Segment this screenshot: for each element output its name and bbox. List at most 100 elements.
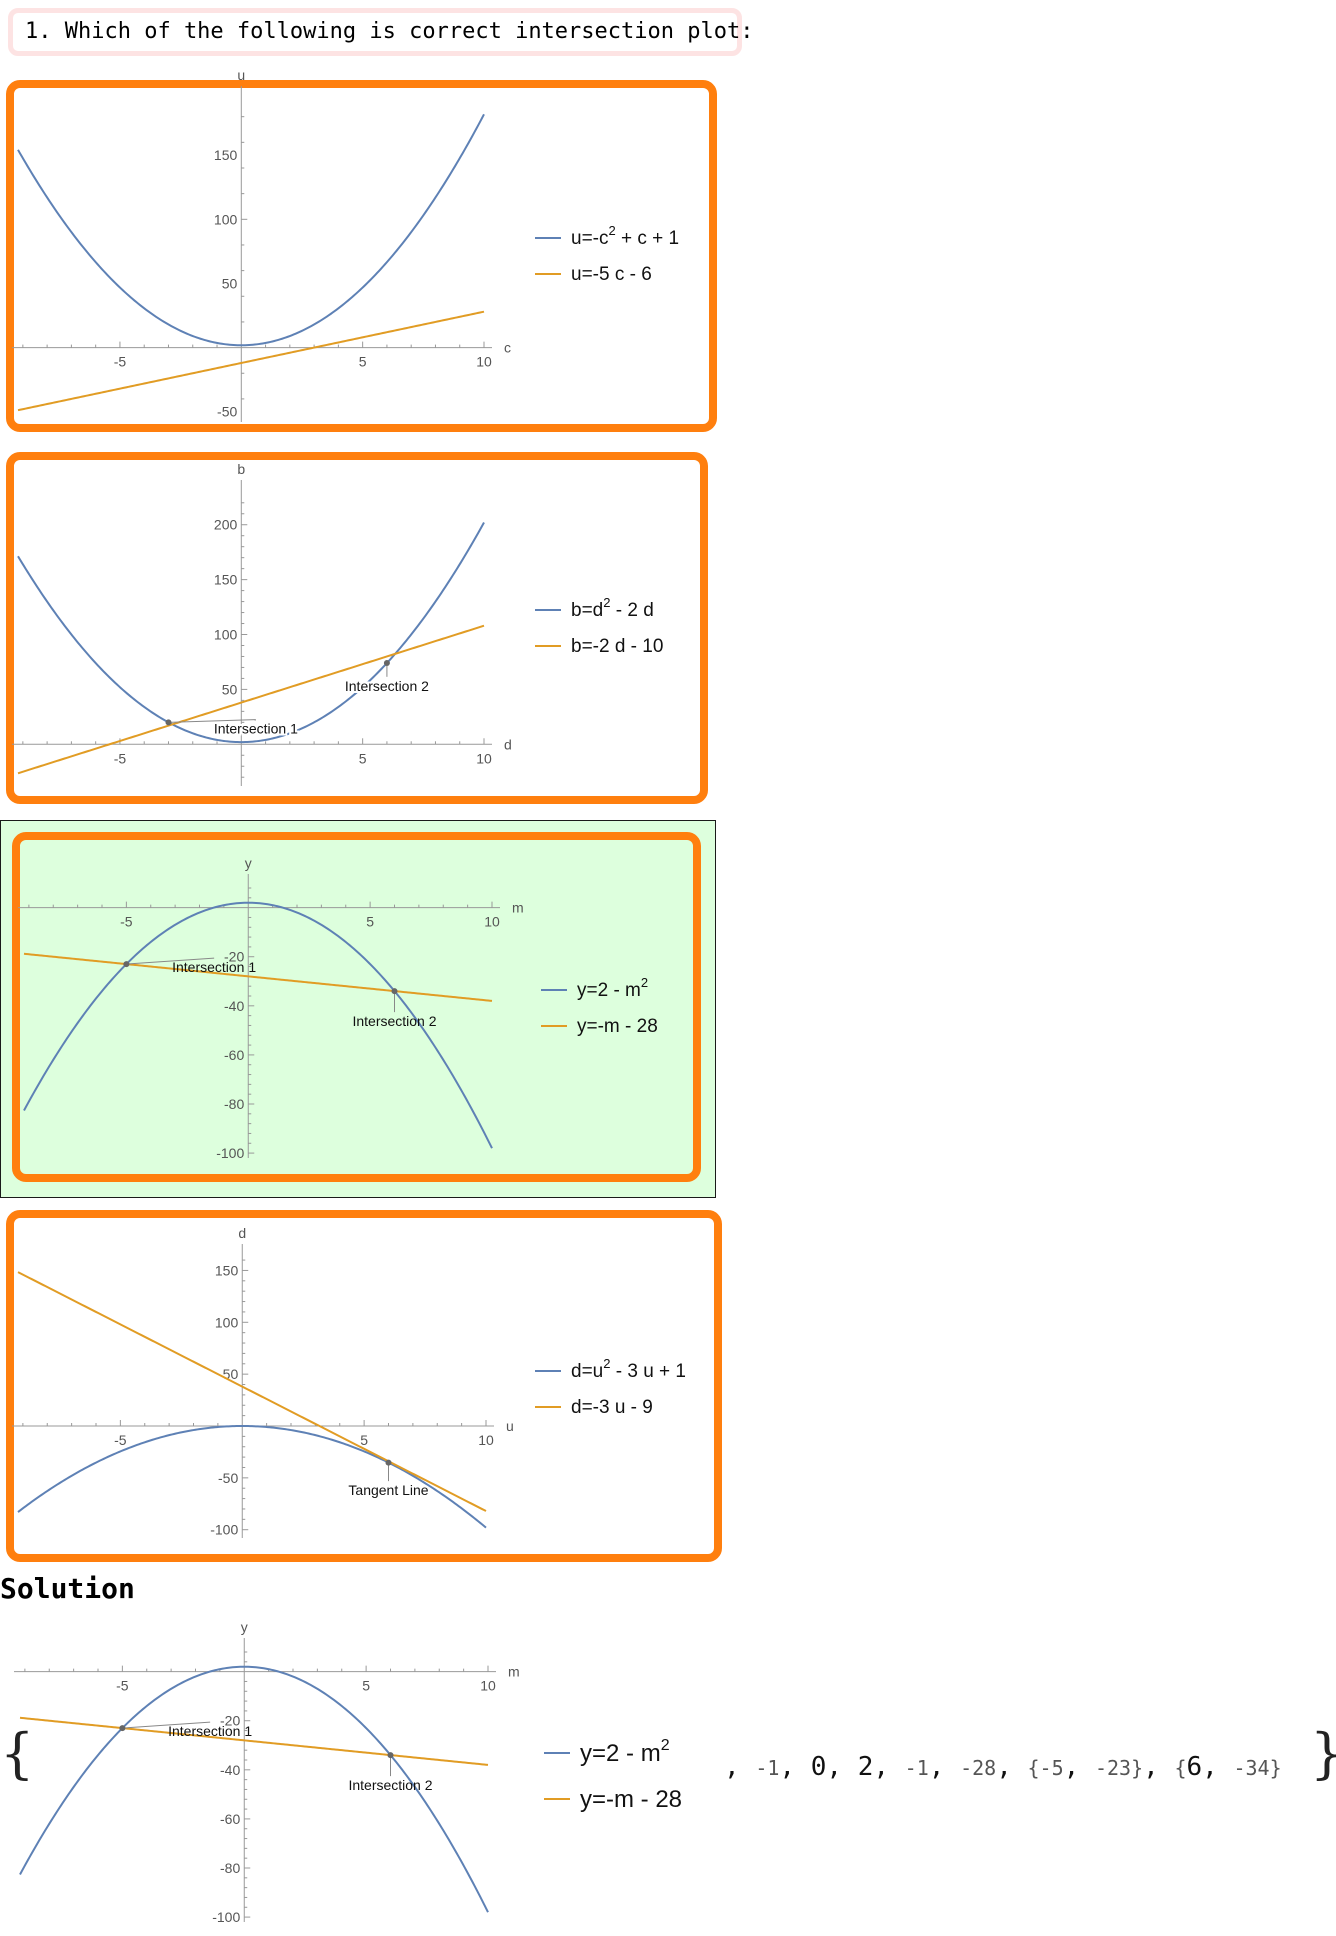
sol-brace: }	[1269, 1756, 1282, 1780]
sol-sep: ,	[826, 1752, 858, 1782]
sol-val: -5	[1039, 1756, 1064, 1780]
y-tick-label: -40	[224, 998, 244, 1014]
sol-val: -28	[960, 1756, 997, 1780]
callout-line	[122, 1721, 211, 1729]
x-tick-label: 5	[360, 1432, 368, 1448]
legend-label: y=2 - m2	[580, 1737, 670, 1767]
point-label: Intersection 2	[345, 678, 429, 694]
intersection-point	[165, 719, 172, 726]
solution-values: , -1, 0, 2, -1, -28, {-5, -23}, {6, -34}	[724, 1752, 1282, 1782]
option-2-card[interactable]: -5 5 10 50 100 150 200 d b Intersection 1 Intersec…	[6, 452, 708, 804]
curve-series	[19, 1665, 489, 1913]
intersection-point	[385, 1459, 392, 1466]
legend-sup: 2	[641, 975, 648, 990]
y-tick-label: 150	[214, 572, 238, 588]
y-axis-label: u	[237, 67, 245, 83]
x-axis-label: c	[504, 340, 511, 356]
y-tick-label: -60	[220, 1811, 240, 1827]
x-axis-label: u	[506, 1418, 514, 1434]
point-label: Intersection 2	[348, 1777, 432, 1793]
legend-label: y=-m - 28	[580, 1786, 682, 1813]
y-tick-label: -100	[210, 1522, 238, 1538]
sol-brace: }	[1131, 1756, 1144, 1780]
sol-val: 6	[1186, 1752, 1203, 1782]
sol-sep: ,	[779, 1752, 811, 1782]
x-tick-label: 5	[366, 914, 374, 930]
y-tick-label: -40	[220, 1762, 240, 1778]
question-text: 1. Which of the following is correct int…	[25, 19, 754, 44]
legend-sup: 2	[603, 595, 610, 610]
y-tick-label: 150	[214, 147, 238, 163]
y-tick-label: -50	[217, 404, 237, 420]
intersection-point	[387, 1752, 394, 1759]
y-tick-label: -20	[224, 949, 244, 965]
x-tick-label: -5	[120, 914, 133, 930]
solution-brace-open: {	[0, 1722, 35, 1785]
y-axis-label: y	[241, 1619, 248, 1635]
x-tick-label: -5	[114, 750, 127, 766]
solution-brace-close: }	[1310, 1722, 1336, 1785]
y-axis-label: d	[238, 1225, 246, 1241]
y-tick-label: -20	[220, 1713, 240, 1729]
legend-label: b=d2 - 2 d	[571, 595, 654, 621]
point-label: Intersection 1	[168, 1723, 252, 1739]
y-tick-label: 100	[214, 627, 238, 643]
sol-sep: ,	[996, 1752, 1028, 1782]
callout-line	[126, 957, 215, 965]
legend-label: d=-3 u - 9	[571, 1397, 653, 1418]
option-2-chart: -5 5 10 50 100 150 200 d b Intersection 1 Intersec…	[12, 461, 663, 786]
option-4-card[interactable]: -5 5 10 -100 -50 50 100 150 u d Tangent Line d=u2 -…	[6, 1210, 722, 1562]
x-axis-label: d	[504, 736, 512, 752]
line-series	[17, 1271, 487, 1512]
question-box: 1. Which of the following is correct int…	[8, 8, 753, 56]
option-1-chart: -5 5 10 -50 50 100 150 c u u=-c2 + c + 1 u=-5 c - …	[12, 67, 679, 422]
y-tick-label: 50	[222, 275, 238, 291]
x-axis-label: m	[512, 900, 524, 916]
x-tick-label: -5	[114, 354, 127, 370]
y-tick-label: -80	[224, 1096, 244, 1112]
legend-tail: - 2 d	[610, 600, 653, 621]
legend-label: y=-m - 28	[577, 1016, 658, 1037]
legend-tail: - 3 u + 1	[610, 1361, 686, 1382]
y-tick-label: 50	[222, 681, 238, 697]
y-tick-label: -60	[224, 1047, 244, 1063]
x-tick-label: -5	[114, 1432, 127, 1448]
legend-sup: 2	[661, 1737, 670, 1754]
sol-val: -1	[904, 1756, 929, 1780]
sol-sep: ,	[1063, 1752, 1095, 1782]
intersection-point	[119, 1725, 126, 1732]
sol-val: -1	[755, 1756, 780, 1780]
y-tick-label: 150	[215, 1262, 239, 1278]
y-tick-label: -80	[220, 1860, 240, 1876]
sol-sep: ,	[928, 1752, 961, 1782]
sol-val: 2	[857, 1752, 874, 1782]
curve-series	[23, 901, 493, 1149]
sol-brace: {	[1027, 1756, 1040, 1780]
option-1-card[interactable]: -5 5 10 -50 50 100 150 c u u=-c2 + c + 1 u=-5 c - …	[6, 67, 717, 432]
point-label: Tangent Line	[348, 1482, 428, 1498]
x-tick-label: 10	[476, 750, 492, 766]
point-label: Intersection 2	[352, 1013, 436, 1029]
x-axis-label: m	[508, 1664, 520, 1680]
line-series	[23, 952, 493, 1002]
legend-sup: 2	[603, 1356, 610, 1371]
legend-label: u=-c2 + c + 1	[571, 223, 679, 249]
legend-label: u=-5 c - 6	[571, 264, 652, 285]
x-tick-label: 5	[362, 1678, 370, 1694]
solution-title: Solution	[0, 1572, 135, 1605]
sol-sep: ,	[1202, 1752, 1234, 1782]
point-label: Intersection 1	[172, 959, 256, 975]
y-tick-label: -100	[212, 1909, 240, 1925]
y-tick-label: 100	[214, 211, 238, 227]
line-series	[19, 1716, 489, 1766]
line-series	[17, 310, 485, 412]
sol-val: -34	[1233, 1756, 1270, 1780]
y-tick-label: -50	[218, 1470, 238, 1486]
option-3-chart: -5 5 10 -20 -40 -60 -80 -100 m y Intersection 1 Int…	[18, 855, 658, 1161]
x-tick-label: 5	[359, 750, 367, 766]
option-3-card[interactable]: -5 5 10 -20 -40 -60 -80 -100 m y Intersection 1 Int…	[12, 832, 701, 1182]
legend-label: d=u2 - 3 u + 1	[571, 1356, 686, 1382]
x-tick-label: 5	[359, 354, 367, 370]
intersection-point	[391, 988, 398, 995]
